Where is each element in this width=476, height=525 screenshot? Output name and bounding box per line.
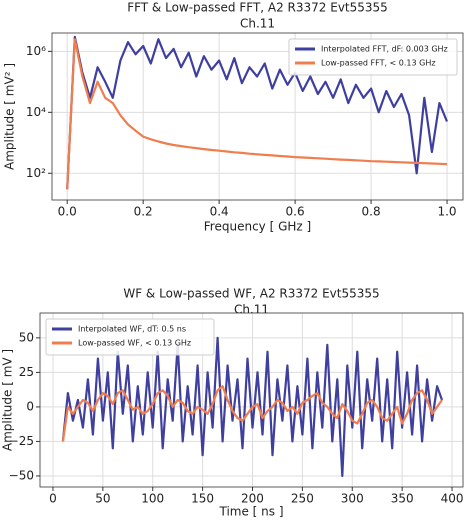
x-tick-label: 400 xyxy=(441,492,464,506)
legend-label: Interpolated FFT, dF: 0.003 GHz xyxy=(321,45,448,54)
x-tick-label: 200 xyxy=(241,492,264,506)
chart-title: WF & Low-passed WF, A2 R3372 Evt55355 xyxy=(123,287,379,301)
x-tick-label: 0 xyxy=(49,492,57,506)
x-tick-label: 250 xyxy=(291,492,314,506)
y-tick-label: 10² xyxy=(26,166,46,180)
x-tick-label: 100 xyxy=(141,492,164,506)
y-tick-label: 0 xyxy=(26,399,34,413)
chart-title: FFT & Low-passed FFT, A2 R3372 Evt55355 xyxy=(127,1,388,15)
x-tick-label: 0.4 xyxy=(210,205,229,219)
plot-frame xyxy=(51,32,464,201)
y-axis-label: Amplitude [ mV² ] xyxy=(3,63,17,170)
x-tick-label: 300 xyxy=(341,492,364,506)
chart-subtitle: Ch.11 xyxy=(240,17,275,31)
x-tick-label: 0.2 xyxy=(134,205,153,219)
x-axis-label: Time [ ns ] xyxy=(218,505,283,519)
y-axis-label: Amplitude [ mV ] xyxy=(1,349,15,451)
y-tick-label: 10⁶ xyxy=(26,44,46,58)
series-line xyxy=(66,35,449,190)
legend-box xyxy=(45,318,215,356)
legend-label: Low-passed FFT, < 0.13 GHz xyxy=(321,59,436,68)
x-tick-label: 0.0 xyxy=(58,205,77,219)
x-axis-label: Frequency [ GHz ] xyxy=(204,220,311,234)
x-tick-label: 1.0 xyxy=(437,205,456,219)
legend-label: Interpolated WF, dT: 0.5 ns xyxy=(78,325,186,334)
y-tick-label: 10⁴ xyxy=(26,105,46,119)
legend-label: Low-passed WF, < 0.13 GHz xyxy=(78,339,191,348)
y-tick-label: 50 xyxy=(19,330,34,344)
x-tick-label: 350 xyxy=(391,492,414,506)
y-tick-label: −25 xyxy=(9,434,34,448)
legend-box xyxy=(288,38,458,76)
x-tick-label: 0.8 xyxy=(362,205,381,219)
x-tick-label: 50 xyxy=(95,492,110,506)
x-tick-label: 150 xyxy=(191,492,214,506)
series-line xyxy=(66,38,448,190)
plot-frame xyxy=(39,312,464,488)
series-line xyxy=(61,336,444,478)
series-line xyxy=(61,385,443,442)
x-tick-label: 0.6 xyxy=(286,205,305,219)
y-tick-label: 25 xyxy=(19,365,34,379)
y-tick-label: −50 xyxy=(9,468,34,482)
